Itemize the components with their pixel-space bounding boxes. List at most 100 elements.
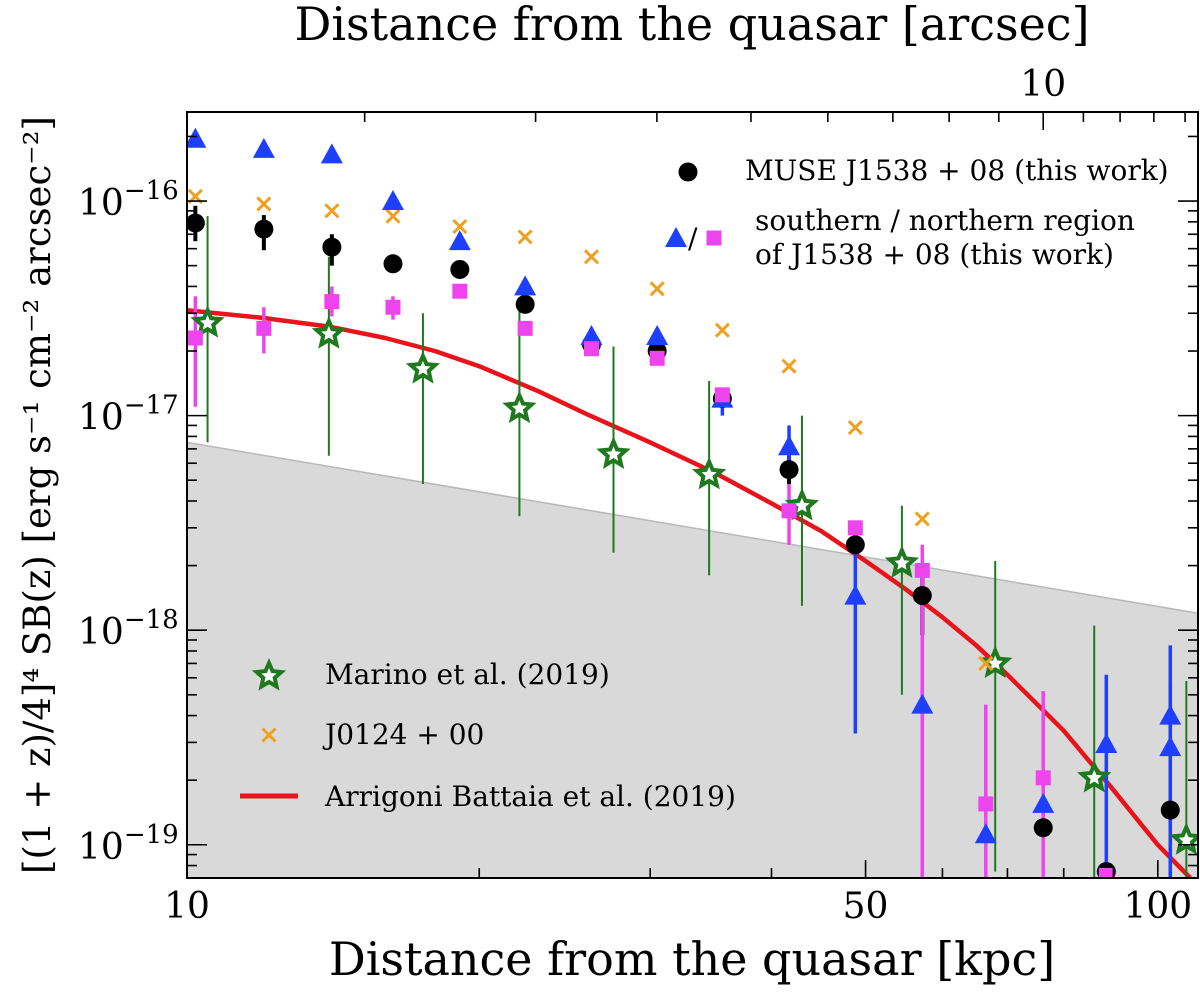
y-tick-label-2: 10−18 xyxy=(78,605,179,653)
triangle-point-10 xyxy=(844,584,867,605)
x-point-12 xyxy=(978,655,994,671)
x-point-8 xyxy=(714,322,730,338)
legend-entry-regions: / southern / northern region of J1538 + … xyxy=(665,204,1135,271)
circle-point-0 xyxy=(187,213,205,233)
triangle-point-12 xyxy=(974,823,997,844)
y-tick-exponent: −17 xyxy=(124,391,179,421)
legend-marino-marker xyxy=(251,657,287,691)
legend-j0124-marker xyxy=(261,727,277,743)
circle-point-1 xyxy=(254,219,274,239)
legend-triangle xyxy=(665,227,687,247)
y-tick-exponent: −16 xyxy=(124,176,179,206)
star-point-5 xyxy=(692,456,727,490)
triangle-point-7 xyxy=(646,324,669,345)
y-tick-exponent: −19 xyxy=(124,820,179,850)
x-point-10 xyxy=(847,419,863,436)
square-point-5 xyxy=(517,320,533,336)
circle-point-12 xyxy=(1033,818,1053,838)
legend-star xyxy=(251,657,287,691)
star-point-7 xyxy=(884,545,920,578)
circle-point-9 xyxy=(779,460,799,480)
star-point-4 xyxy=(596,436,631,470)
legend-regions-line-1: southern / northern region xyxy=(755,204,1135,237)
y-tick-exponent: −18 xyxy=(124,605,179,635)
top-axis-title: Distance from the quasar [arcsec] xyxy=(294,0,1089,51)
legend-marino-label: Marino et al. (2019) xyxy=(325,658,610,691)
data-markers xyxy=(187,127,1198,878)
square-point-13 xyxy=(1035,770,1051,786)
legend-regions-line-2: of J1538 + 08 (this work) xyxy=(755,238,1114,271)
x-point-6 xyxy=(583,249,600,265)
circle-point-10 xyxy=(845,535,865,555)
top-tick-label-0: 10 xyxy=(1020,64,1066,105)
x-point-3 xyxy=(385,208,401,224)
triangle-point-5 xyxy=(514,275,537,296)
triangle-point-16 xyxy=(1159,704,1182,725)
legend-square xyxy=(706,230,722,246)
square-point-11 xyxy=(914,562,930,578)
triangle-point-4 xyxy=(448,230,471,251)
legend-slash: / xyxy=(688,222,698,255)
square-point-0 xyxy=(187,330,203,346)
x-point-4 xyxy=(452,219,468,235)
triangle-point-6 xyxy=(580,324,603,345)
x-point-2 xyxy=(324,203,340,219)
legend-circle xyxy=(678,162,698,182)
y-tick-base: 10 xyxy=(78,183,124,224)
legend-entry-j0124: J0124 + 00 xyxy=(261,718,484,751)
square-point-2 xyxy=(324,294,340,310)
x-point-5 xyxy=(517,229,533,245)
triangle-point-11 xyxy=(911,693,934,714)
y-axis-title: [(1 + z)/4]⁴ SB(z) [erg s⁻¹ cm⁻² arcsec⁻… xyxy=(16,116,59,874)
square-point-3 xyxy=(385,299,401,315)
y-tick-label-3: 10−19 xyxy=(78,820,179,868)
square-point-6 xyxy=(583,341,599,357)
square-point-7 xyxy=(649,350,665,366)
y-tick-label-0: 10−16 xyxy=(78,176,179,224)
square-point-10 xyxy=(847,520,863,536)
star-point-3 xyxy=(502,390,537,424)
plot-area xyxy=(186,111,1199,879)
star-point-0 xyxy=(190,305,225,338)
x-axis-title: Distance from the quasar [kpc] xyxy=(329,932,1055,986)
y-tick-label-1: 10−17 xyxy=(78,391,179,439)
x-tick-label-2: 100 xyxy=(1123,886,1192,927)
triangle-point-0 xyxy=(187,127,207,148)
x-point-1 xyxy=(256,196,272,212)
legend-muse-marker xyxy=(678,162,698,182)
triangle-point-3 xyxy=(381,190,404,211)
legend-arrigoni-label: Arrigoni Battaia et al. (2019) xyxy=(324,780,736,813)
square-point-12 xyxy=(978,796,994,812)
x-point-9 xyxy=(781,358,797,374)
triangle-point-15 xyxy=(1159,736,1182,757)
y-tick-base: 10 xyxy=(78,827,124,868)
triangle-point-1 xyxy=(252,137,275,158)
circle-point-3 xyxy=(383,254,403,274)
circle-point-2 xyxy=(322,237,342,257)
legend-entry-arrigoni: Arrigoni Battaia et al. (2019) xyxy=(240,780,736,813)
y-tick-base: 10 xyxy=(78,398,124,439)
x-tick-label-0: 10 xyxy=(164,886,210,927)
square-point-14 xyxy=(1098,867,1114,878)
star-point-9 xyxy=(1077,759,1112,793)
legend-entry-muse: MUSE J1538 + 08 (this work) xyxy=(678,154,1169,187)
triangle-point-2 xyxy=(320,143,343,164)
star-point-1 xyxy=(311,315,346,349)
legend-j0124-label: J0124 + 00 xyxy=(322,718,484,751)
star-point-2 xyxy=(405,350,441,384)
legend-muse-label: MUSE J1538 + 08 (this work) xyxy=(745,154,1169,187)
legend-region-markers xyxy=(665,227,722,247)
triangle-point-14 xyxy=(1095,732,1118,753)
x-tick-label-1: 50 xyxy=(843,886,889,927)
square-point-4 xyxy=(452,283,468,299)
circle-point-5 xyxy=(515,294,535,314)
square-point-9 xyxy=(781,503,797,519)
x-point-7 xyxy=(649,281,665,297)
circle-point-11 xyxy=(912,586,932,606)
circle-point-4 xyxy=(450,259,470,279)
triangle-point-13 xyxy=(1032,792,1055,813)
y-tick-base: 10 xyxy=(78,612,124,653)
circle-point-14 xyxy=(1160,800,1180,820)
